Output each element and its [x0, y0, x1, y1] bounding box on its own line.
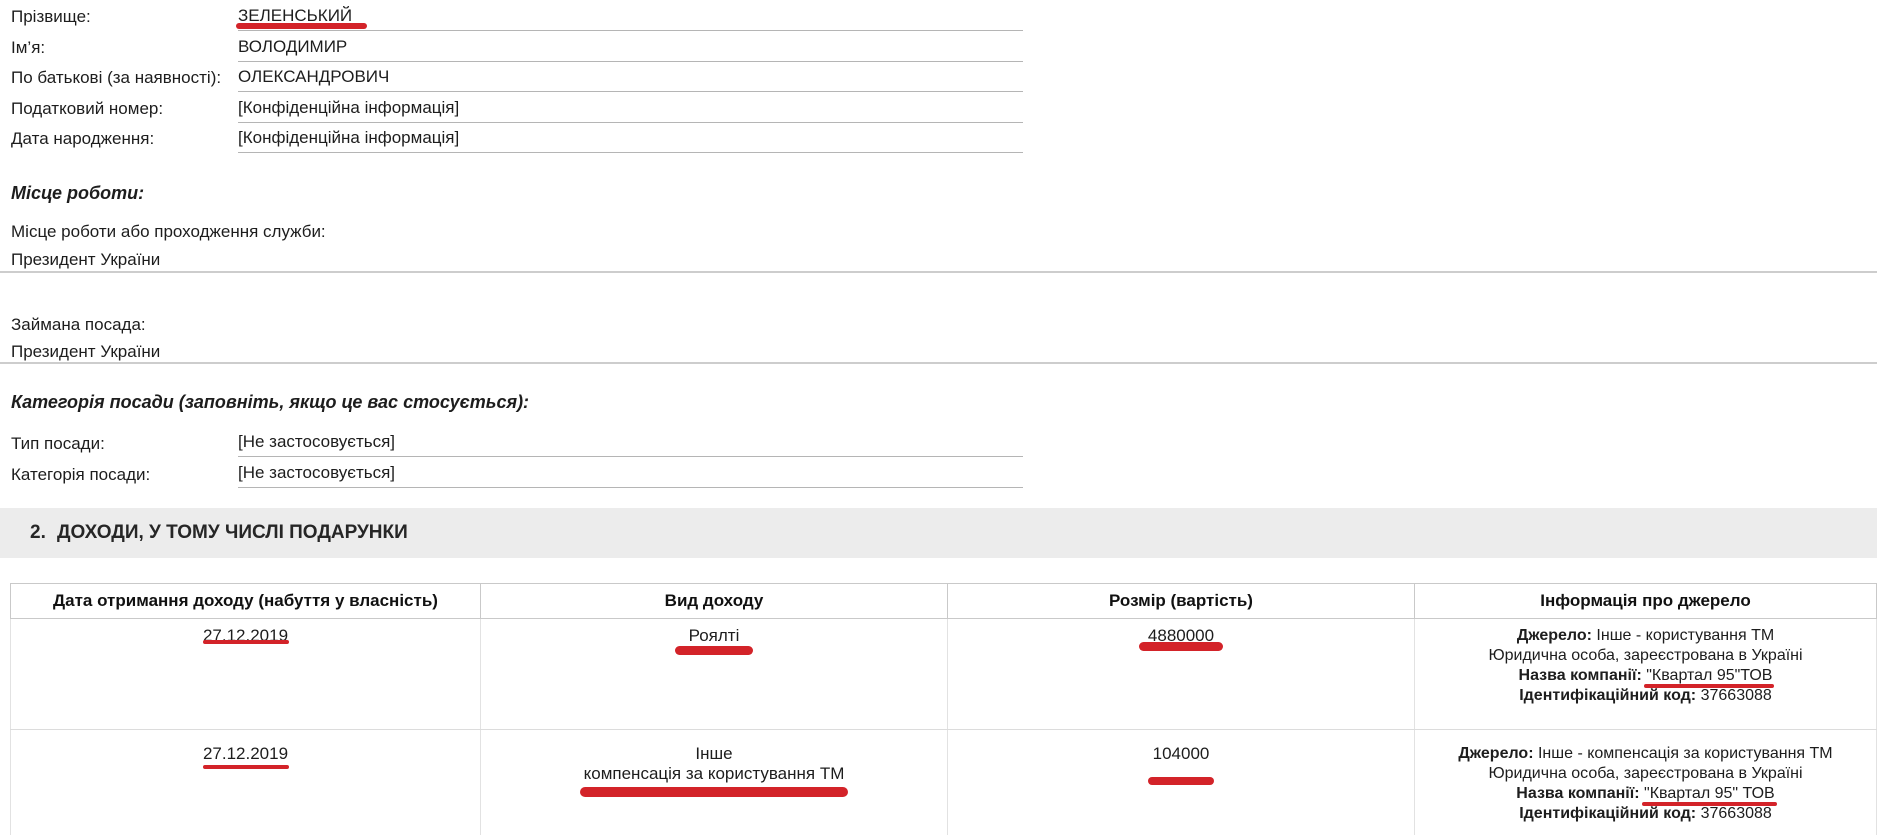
- cell-source: Джерело: Інше - користування ТМ Юридична…: [1414, 618, 1877, 730]
- field-label-firstname: Ім’я:: [11, 38, 46, 57]
- cell-source: Джерело: Інше - компенсація за користува…: [1414, 729, 1877, 835]
- position-label: Займана посада:: [11, 315, 146, 334]
- cell-amount: 4880000: [947, 618, 1415, 730]
- table-row: 27.12.2019 Інше компенсація за користува…: [10, 729, 1877, 835]
- section-header-band: 2. ДОХОДИ, У ТОМУ ЧИСЛІ ПОДАРУНКИ: [0, 508, 1877, 558]
- id-line: Ідентифікаційний код: 37663088: [1415, 686, 1876, 706]
- field-value-position-category: [Не застосовується]: [238, 463, 1023, 488]
- entity-line: Юридична особа, зареєстрована в Україні: [1488, 647, 1803, 664]
- workplace-value: Президент України: [11, 250, 161, 269]
- field-value-taxnumber: [Конфіденційна інформація]: [238, 98, 1023, 123]
- field-value-patronymic: ОЛЕКСАНДРОВИЧ: [238, 67, 1023, 92]
- id-label: Ідентифікаційний код:: [1519, 687, 1697, 704]
- section-number: 2.: [30, 522, 46, 543]
- col-header-type: Вид доходу: [480, 583, 948, 619]
- field-label-patronymic: По батькові (за наявності):: [11, 68, 222, 87]
- position-value: Президент України: [11, 342, 161, 361]
- divider-line: [0, 271, 1877, 273]
- red-highlight-income-type: [580, 787, 848, 797]
- cell-income-type: Інше компенсація за користування ТМ: [480, 729, 948, 835]
- field-value-surname: ЗЕЛЕНСЬКИЙ: [238, 6, 1023, 31]
- company-label: Назва компанії:: [1518, 667, 1642, 684]
- cell-amount: 104000: [947, 729, 1415, 835]
- income-type-line: компенсація за користування ТМ: [583, 764, 845, 783]
- company-line: Назва компанії: "Квартал 95" ТОВ: [1415, 784, 1876, 806]
- section-title: ДОХОДИ, У ТОМУ ЧИСЛІ ПОДАРУНКИ: [57, 522, 408, 543]
- field-label-position-category: Категорія посади:: [11, 465, 151, 484]
- source-line: Джерело: Інше - користування ТМ: [1415, 626, 1876, 646]
- date-value: 27.12.2019: [202, 744, 289, 763]
- id-value: 37663088: [1700, 805, 1772, 822]
- field-value-birthdate: [Конфіденційна інформація]: [238, 128, 1023, 153]
- amount-value: 4880000: [1147, 626, 1215, 645]
- red-highlight-company: [1642, 802, 1777, 806]
- col-header-amount: Розмір (вартість): [947, 583, 1415, 619]
- red-highlight-date: [202, 765, 289, 769]
- cell-date: 27.12.2019: [10, 618, 481, 730]
- company-value-wrap: "Квартал 95" ТОВ: [1642, 785, 1777, 806]
- id-label: Ідентифікаційний код:: [1519, 805, 1697, 822]
- amount-value: 104000: [1152, 744, 1210, 763]
- red-highlight-date: [202, 640, 289, 644]
- table-row: 27.12.2019 Роялті 4880000 Джерело: Інше …: [10, 618, 1877, 730]
- red-highlight-surname: [236, 23, 367, 29]
- id-value: 37663088: [1700, 687, 1772, 704]
- field-label-surname: Прізвище:: [11, 7, 91, 26]
- income-table: Дата отримання доходу (набуття у власніс…: [10, 583, 1877, 835]
- category-heading: Категорія посади (заповніть, якщо це вас…: [11, 392, 530, 412]
- company-label: Назва компанії:: [1516, 785, 1640, 802]
- col-header-date: Дата отримання доходу (набуття у власніс…: [10, 583, 481, 619]
- source-value: Інше - користування ТМ: [1596, 627, 1775, 644]
- entity-line: Юридична особа, зареєстрована в Україні: [1488, 765, 1803, 782]
- source-label: Джерело:: [1516, 627, 1592, 644]
- col-header-source: Інформація про джерело: [1414, 583, 1877, 619]
- company-value: "Квартал 95"ТОВ: [1646, 667, 1773, 684]
- field-label-taxnumber: Податковий номер:: [11, 99, 164, 118]
- workplace-heading: Місце роботи:: [11, 183, 145, 203]
- company-line: Назва компанії: "Квартал 95"ТОВ: [1415, 666, 1876, 688]
- red-highlight-amount: [1139, 642, 1223, 651]
- field-label-birthdate: Дата народження:: [11, 129, 155, 148]
- field-value-firstname: ВОЛОДИМИР: [238, 37, 1023, 62]
- divider-line: [0, 362, 1877, 364]
- red-highlight-company: [1644, 684, 1775, 688]
- cell-income-type: Роялті: [480, 618, 948, 730]
- company-value-wrap: "Квартал 95"ТОВ: [1644, 667, 1775, 688]
- red-highlight-amount: [1148, 777, 1214, 785]
- field-label-position-type: Тип посади:: [11, 434, 105, 453]
- table-header-row: Дата отримання доходу (набуття у власніс…: [10, 583, 1877, 619]
- field-value-position-type: [Не застосовується]: [238, 432, 1023, 457]
- income-table-wrap: Дата отримання доходу (набуття у власніс…: [10, 583, 1877, 835]
- source-line: Джерело: Інше - компенсація за користува…: [1415, 744, 1876, 764]
- cell-date: 27.12.2019: [10, 729, 481, 835]
- income-type-line: Роялті: [688, 626, 740, 645]
- source-value: Інше - компенсація за користування ТМ: [1537, 745, 1833, 762]
- workplace-label: Місце роботи або проходження служби:: [11, 222, 326, 241]
- company-value: "Квартал 95" ТОВ: [1644, 785, 1775, 802]
- source-label: Джерело:: [1458, 745, 1534, 762]
- red-highlight-income-type: [675, 646, 753, 655]
- income-type-line: Інше: [695, 744, 733, 763]
- id-line: Ідентифікаційний код: 37663088: [1415, 804, 1876, 824]
